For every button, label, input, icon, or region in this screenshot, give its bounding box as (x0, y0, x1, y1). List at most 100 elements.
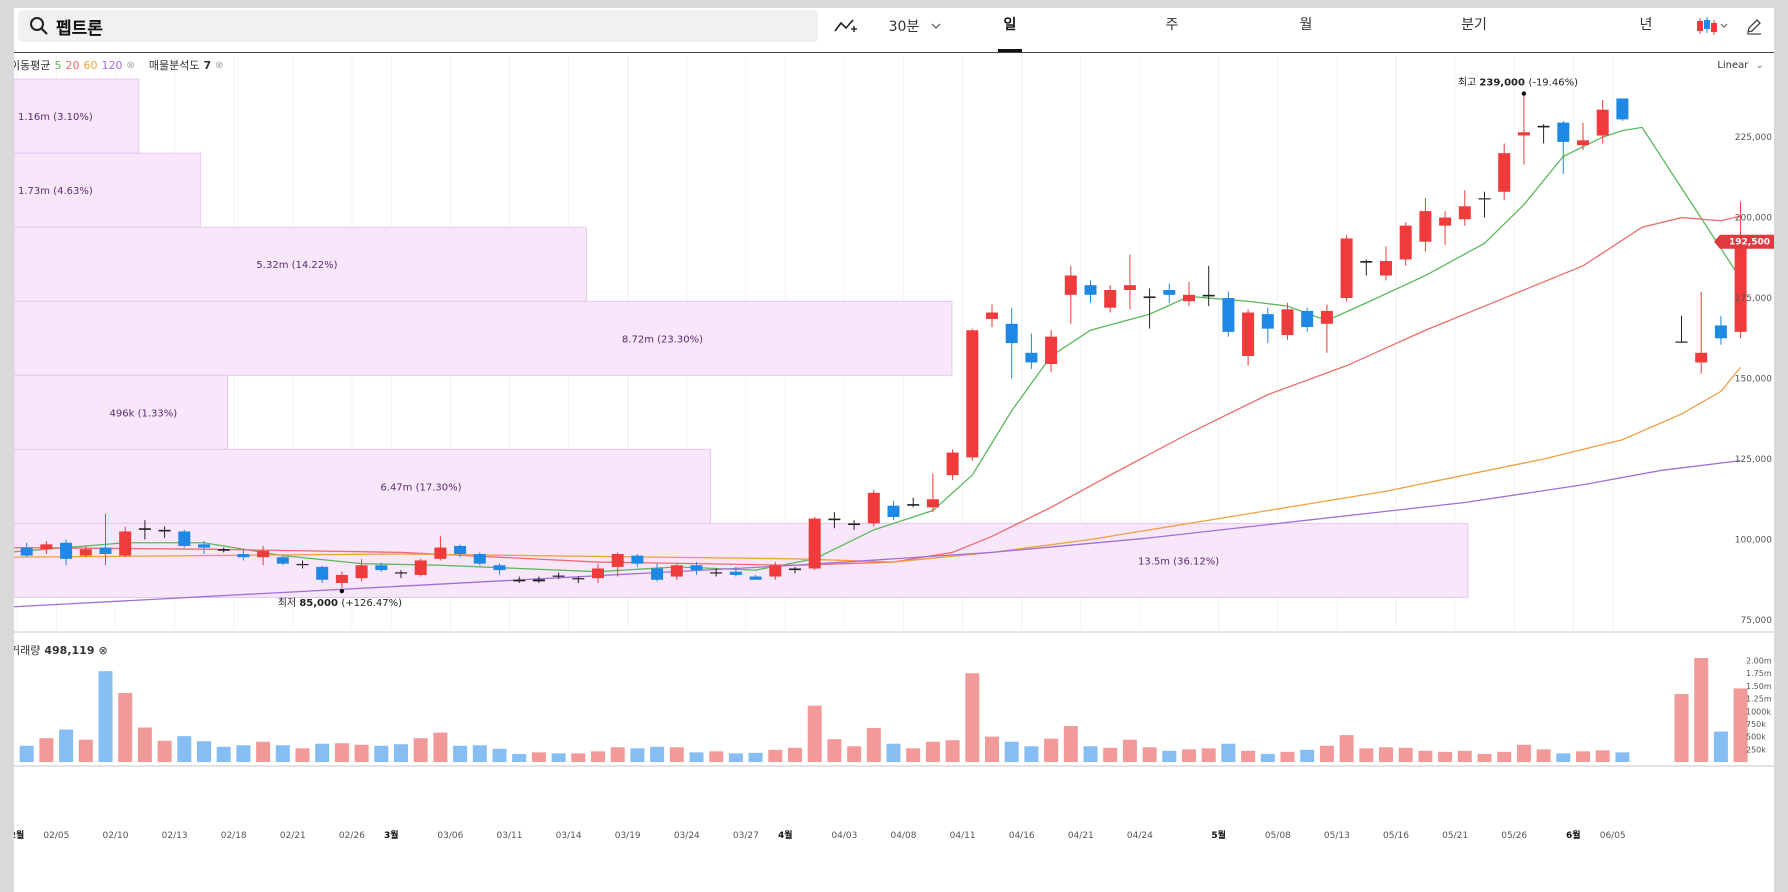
candle-body (335, 574, 348, 583)
volume-bar (1221, 743, 1236, 762)
chart-type-select[interactable] (1692, 16, 1732, 36)
interval-select[interactable]: 30분 (886, 16, 946, 36)
time-tick-label: 03/24 (674, 831, 700, 841)
candle-body (1242, 312, 1255, 356)
volume-bar (512, 753, 527, 762)
volume-bar (177, 736, 192, 762)
volume-bar (394, 744, 408, 762)
candle-body (1163, 290, 1176, 295)
time-tick-label: 6월 (1566, 829, 1581, 841)
volume-bar (236, 745, 251, 762)
candle-body (552, 575, 565, 577)
volume-profile-bar (14, 448, 711, 524)
price-chart[interactable]: 1.16m (3.10%) 1.73m (4.63%) 5.32m (14.22%)… (14, 8, 1774, 892)
candle-body (828, 518, 841, 521)
time-tick-label: 03/11 (497, 831, 523, 841)
volume-bar (1379, 747, 1393, 762)
tab-week[interactable]: 주 (1165, 17, 1179, 33)
candle-body (1577, 140, 1589, 146)
time-tick-label: 02/05 (43, 831, 69, 841)
volume-bar (98, 671, 113, 762)
tab-year[interactable]: 년 (1639, 17, 1653, 33)
volume-bar (531, 752, 546, 762)
trend-line-icon (834, 19, 857, 32)
chart-app: 펩트론 30분 일 주 월 분기 년 1.16m (3.10%) 1.73m (4… (14, 8, 1774, 892)
candle-body (434, 547, 447, 559)
volume-bar (1024, 746, 1039, 762)
volume-tick-label: 1000k (1746, 707, 1771, 716)
candle-body (1380, 261, 1392, 276)
volume-profile-bar (14, 522, 1469, 598)
price-tick-label: 175,000 (1735, 294, 1772, 304)
volume-bar (39, 738, 54, 762)
candle-body (808, 518, 821, 569)
price-tick-label: 225,000 (1735, 133, 1772, 143)
time-tick-label: 04/03 (831, 831, 857, 841)
candle-body (1281, 309, 1294, 336)
candle-body (1005, 323, 1018, 344)
candle-body (473, 554, 486, 564)
scale-mode-label: Linear (1717, 60, 1749, 71)
stock-search-field[interactable]: 펩트론 (18, 10, 818, 42)
candle-body (513, 579, 526, 582)
volume-bar (965, 673, 980, 762)
candle-body (1714, 325, 1727, 339)
drawing-tool-button[interactable] (832, 16, 860, 36)
volume-bar (807, 705, 822, 762)
volume-bar (748, 752, 763, 762)
volume-bar (1004, 741, 1019, 762)
volume-bar (1162, 750, 1177, 762)
volume-profile-legend-label: 매물분석도 (148, 59, 200, 72)
search-value: 펩트론 (56, 18, 103, 39)
volume-profile-label: 6.47m (17.30%) (380, 482, 461, 493)
candle-body (690, 565, 703, 571)
tab-day[interactable]: 일 (1003, 17, 1017, 33)
time-tick-label: 05/21 (1442, 831, 1468, 841)
volume-profile: 1.16m (3.10%) 1.73m (4.63%) 5.32m (14.22%)… (14, 78, 1469, 598)
candle-body (670, 565, 683, 577)
tab-quarter[interactable]: 분기 (1461, 17, 1487, 33)
volume-profile-label: 1.16m (3.10%) (18, 112, 93, 123)
time-tick-label: 03/06 (437, 831, 463, 841)
candle-body (20, 547, 33, 556)
time-tick-label: 03/14 (556, 831, 582, 841)
volume-bar (1674, 694, 1689, 762)
volume-bar (354, 744, 369, 762)
candle-body (651, 568, 664, 580)
candle-body (631, 555, 644, 564)
candle-body (611, 554, 624, 567)
volume-bar (728, 753, 743, 762)
volume-bar (295, 748, 310, 762)
time-tick-label: 03/27 (733, 831, 759, 841)
volume-bar (334, 743, 349, 762)
volume-bar (1063, 725, 1078, 762)
volume-bar (925, 741, 940, 762)
volume-bar (689, 752, 704, 762)
edit-button[interactable] (1742, 16, 1766, 36)
candle-body (1616, 98, 1629, 120)
price-scale-mode[interactable]: Linear ⌄ (1717, 60, 1764, 71)
time-tick-label: 06/05 (1600, 831, 1626, 841)
time-tick-label: 04/08 (891, 831, 917, 841)
interval-label: 30분 (888, 19, 920, 35)
pencil-icon (1747, 19, 1761, 35)
time-tick-label: 02/26 (339, 831, 365, 841)
volume-bar (433, 732, 448, 762)
candle-body (729, 571, 742, 575)
candle-body (1104, 290, 1117, 308)
volume-bar (1457, 750, 1472, 762)
close-volume-legend-icon[interactable]: ⊗ (98, 643, 108, 657)
volume-bar (157, 740, 172, 762)
volume-profile-label: 8.72m (23.30%) (622, 334, 703, 345)
close-ma-legend-icon[interactable]: ⊗ (126, 59, 135, 71)
volume-bar (118, 693, 133, 762)
candle-body (79, 549, 92, 556)
candle-body (257, 550, 270, 558)
volume-bar (788, 747, 802, 762)
time-tick-label: 04/21 (1068, 831, 1094, 841)
moving-average-legend[interactable]: 이동평균 5 20 60 120 ⊗ 매물분석도 7 ⊗ (14, 57, 224, 73)
volume-bar (847, 746, 862, 762)
candle-body (1084, 285, 1097, 295)
tab-month[interactable]: 월 (1299, 17, 1313, 33)
close-volume-profile-icon[interactable]: ⊗ (215, 59, 224, 71)
